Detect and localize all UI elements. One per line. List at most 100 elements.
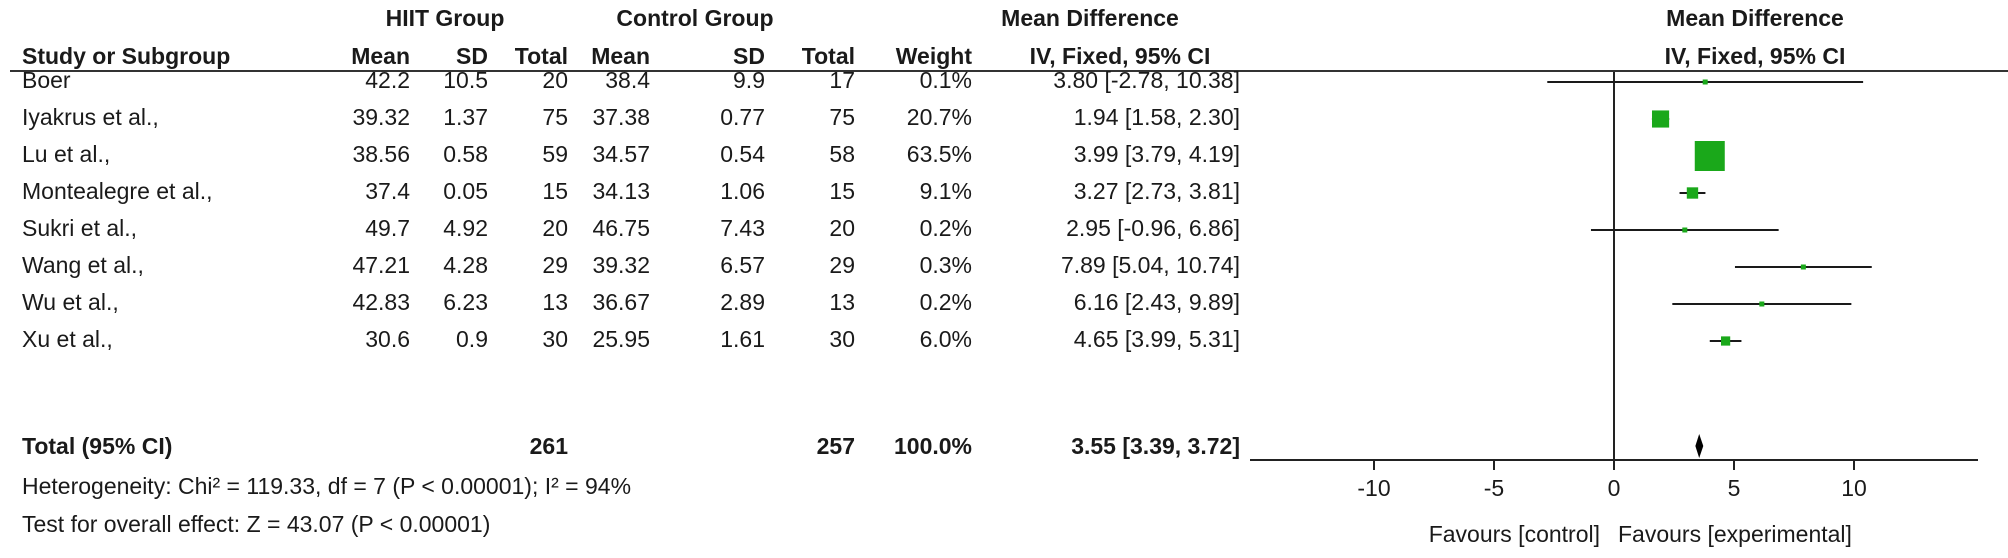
study-name: Boer xyxy=(22,67,71,93)
control-sd: 6.57 xyxy=(720,252,765,278)
study-weight: 9.1% xyxy=(919,178,972,204)
control-sd: 7.43 xyxy=(720,215,765,241)
header-study: Study or Subgroup xyxy=(22,43,231,69)
control-total: 30 xyxy=(829,326,855,352)
study-name: Montealegre et al., xyxy=(22,178,213,204)
study-ci: 3.80 [-2.78, 10.38] xyxy=(1053,67,1240,93)
hiit-total: 59 xyxy=(542,141,568,167)
control-total: 20 xyxy=(829,215,855,241)
study-marker xyxy=(1651,110,1670,128)
x-tick-label: 0 xyxy=(1608,475,1621,501)
study-weight: 0.2% xyxy=(919,289,972,315)
hiit-sd: 4.92 xyxy=(443,215,488,241)
hiit-sd: 0.9 xyxy=(456,326,488,352)
study-weight: 0.2% xyxy=(919,215,972,241)
header-total1: Total xyxy=(514,43,568,69)
study-marker xyxy=(1682,227,1688,233)
hiit-mean: 49.7 xyxy=(365,215,410,241)
control-mean: 34.57 xyxy=(592,141,650,167)
study-name: Xu et al., xyxy=(22,326,113,352)
control-mean: 34.13 xyxy=(592,178,650,204)
heterogeneity-text: Heterogeneity: Chi² = 119.33, df = 7 (P … xyxy=(22,473,632,499)
x-tick-label: 5 xyxy=(1728,475,1741,501)
hiit-mean: 39.32 xyxy=(352,104,410,130)
total-n2: 257 xyxy=(816,433,855,459)
hiit-total: 13 xyxy=(542,289,568,315)
study-name: Lu et al., xyxy=(22,141,111,167)
hiit-mean: 30.6 xyxy=(365,326,410,352)
favours-experimental-label: Favours [experimental] xyxy=(1618,521,1852,547)
control-total: 15 xyxy=(829,178,855,204)
study-weight: 0.3% xyxy=(919,252,972,278)
control-total: 17 xyxy=(829,67,855,93)
total-label: Total (95% CI) xyxy=(22,433,173,459)
header-md-left: Mean Difference xyxy=(1001,5,1179,31)
hiit-sd: 0.58 xyxy=(443,141,488,167)
study-weight: 0.1% xyxy=(919,67,972,93)
hiit-mean: 42.2 xyxy=(365,67,410,93)
control-total: 58 xyxy=(829,141,855,167)
overall-diamond xyxy=(1695,434,1704,458)
hiit-total: 30 xyxy=(542,326,568,352)
study-marker xyxy=(1702,79,1708,85)
study-name: Wu et al., xyxy=(22,289,119,315)
header-mean1: Mean xyxy=(351,43,410,69)
header-method-left: IV, Fixed, 95% CI xyxy=(1029,43,1211,69)
study-marker xyxy=(1694,141,1725,171)
study-ci: 1.94 [1.58, 2.30] xyxy=(1073,104,1240,130)
total-weight: 100.0% xyxy=(893,433,972,459)
x-tick-label: -10 xyxy=(1357,475,1390,501)
header-group1: HIIT Group xyxy=(385,5,505,31)
control-sd: 9.9 xyxy=(733,67,765,93)
control-sd: 0.54 xyxy=(720,141,765,167)
study-weight: 20.7% xyxy=(906,104,972,130)
study-weight: 63.5% xyxy=(906,141,972,167)
x-tick-label: -5 xyxy=(1484,475,1504,501)
header-weight: Weight xyxy=(895,43,972,69)
study-ci: 3.99 [3.79, 4.19] xyxy=(1073,141,1240,167)
total-ci: 3.55 [3.39, 3.72] xyxy=(1071,433,1240,459)
study-marker xyxy=(1720,336,1731,346)
hiit-total: 20 xyxy=(542,67,568,93)
total-n1: 261 xyxy=(529,433,568,459)
header-group2: Control Group xyxy=(616,5,774,31)
control-total: 75 xyxy=(829,104,855,130)
study-name: Sukri et al., xyxy=(22,215,138,241)
hiit-mean: 38.56 xyxy=(352,141,410,167)
control-sd: 1.06 xyxy=(720,178,765,204)
study-marker xyxy=(1800,264,1806,270)
control-mean: 25.95 xyxy=(592,326,650,352)
hiit-mean: 37.4 xyxy=(365,178,410,204)
control-sd: 0.77 xyxy=(720,104,765,130)
control-mean: 37.38 xyxy=(592,104,650,130)
control-mean: 38.4 xyxy=(605,67,650,93)
study-marker xyxy=(1686,187,1699,199)
hiit-total: 20 xyxy=(542,215,568,241)
control-sd: 2.89 xyxy=(720,289,765,315)
control-total: 13 xyxy=(829,289,855,315)
hiit-total: 15 xyxy=(542,178,568,204)
control-mean: 36.67 xyxy=(592,289,650,315)
study-ci: 6.16 [2.43, 9.89] xyxy=(1073,289,1240,315)
study-weight: 6.0% xyxy=(919,326,972,352)
hiit-sd: 1.37 xyxy=(443,104,488,130)
hiit-sd: 0.05 xyxy=(443,178,488,204)
header-rule xyxy=(10,70,2008,72)
hiit-sd: 10.5 xyxy=(443,67,488,93)
control-mean: 39.32 xyxy=(592,252,650,278)
x-tick-label: 10 xyxy=(1841,475,1867,501)
study-marker xyxy=(1759,301,1765,307)
hiit-mean: 42.83 xyxy=(352,289,410,315)
favours-control-label: Favours [control] xyxy=(1428,521,1600,547)
overall-effect-text: Test for overall effect: Z = 43.07 (P < … xyxy=(22,511,491,537)
hiit-total: 29 xyxy=(542,252,568,278)
header-mean2: Mean xyxy=(591,43,650,69)
hiit-mean: 47.21 xyxy=(352,252,410,278)
study-ci: 4.65 [3.99, 5.31] xyxy=(1073,326,1240,352)
header-sd2: SD xyxy=(733,43,765,69)
study-ci: 7.89 [5.04, 10.74] xyxy=(1060,252,1240,278)
hiit-total: 75 xyxy=(542,104,568,130)
hiit-sd: 6.23 xyxy=(443,289,488,315)
control-total: 29 xyxy=(829,252,855,278)
